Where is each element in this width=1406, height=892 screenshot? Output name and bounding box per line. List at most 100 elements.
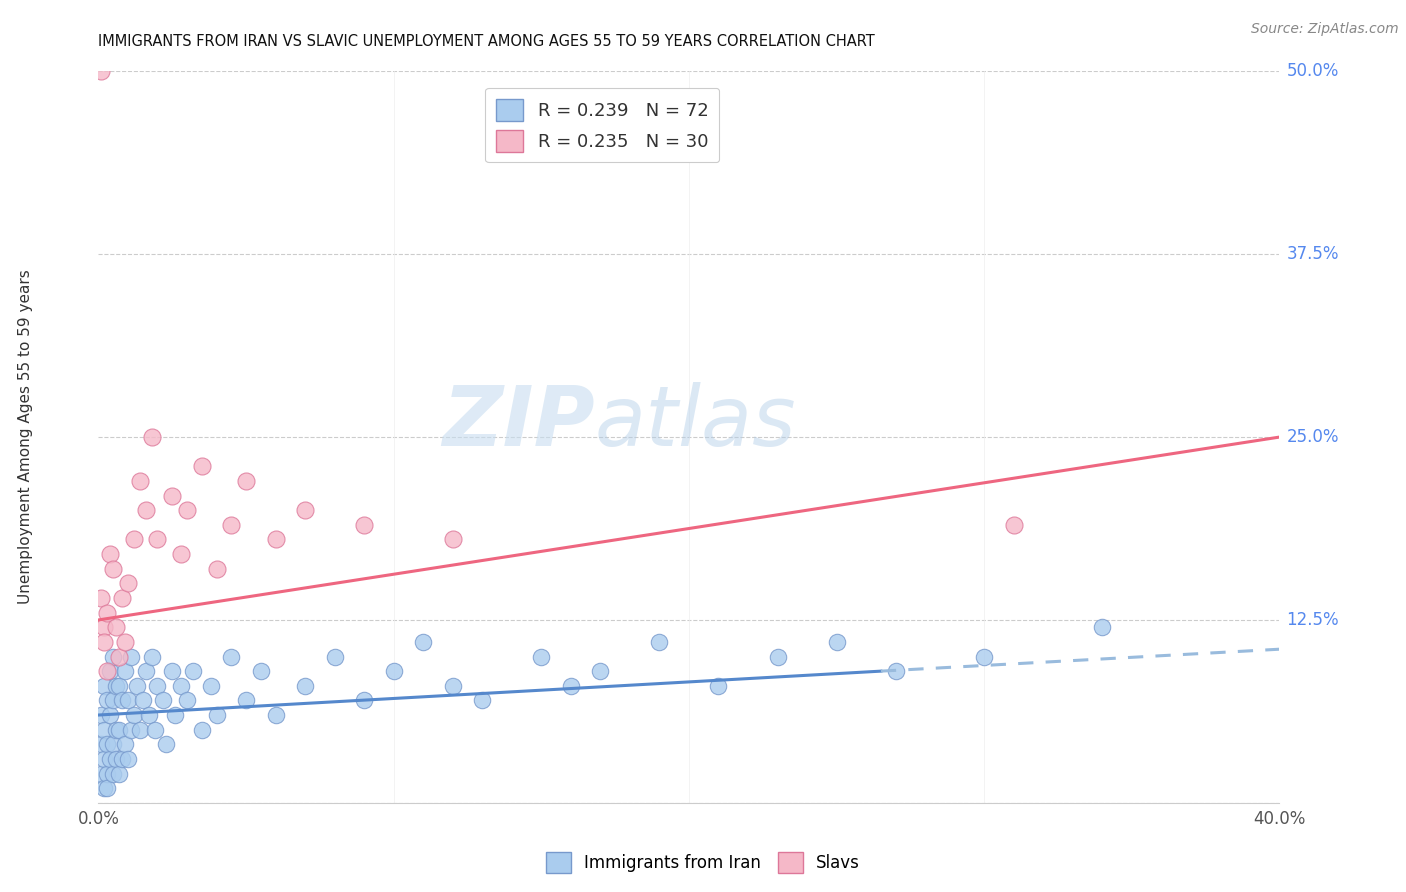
- Point: [191, 459, 214, 474]
- Point: [235, 474, 257, 488]
- Point: [93, 723, 115, 737]
- Point: [96, 737, 118, 751]
- Point: [884, 664, 907, 678]
- Point: [323, 649, 346, 664]
- Point: [235, 693, 257, 707]
- Point: [219, 517, 242, 532]
- Point: [135, 664, 157, 678]
- Point: [138, 708, 160, 723]
- Point: [162, 489, 183, 503]
- Point: [219, 649, 242, 664]
- Point: [105, 752, 128, 766]
- Point: [128, 723, 150, 737]
- Point: [114, 635, 136, 649]
- Point: [108, 766, 131, 780]
- Point: [353, 517, 375, 532]
- Point: [441, 679, 464, 693]
- Point: [132, 693, 155, 707]
- Point: [825, 635, 848, 649]
- Point: [141, 430, 163, 444]
- Legend: Immigrants from Iran, Slavs: Immigrants from Iran, Slavs: [540, 846, 866, 880]
- Point: [108, 649, 131, 664]
- Point: [120, 649, 142, 664]
- Point: [93, 752, 115, 766]
- Point: [108, 679, 131, 693]
- Text: IMMIGRANTS FROM IRAN VS SLAVIC UNEMPLOYMENT AMONG AGES 55 TO 59 YEARS CORRELATIO: IMMIGRANTS FROM IRAN VS SLAVIC UNEMPLOYM…: [98, 34, 875, 49]
- Point: [707, 679, 730, 693]
- Point: [471, 693, 494, 707]
- Point: [105, 620, 128, 634]
- Point: [181, 664, 204, 678]
- Point: [264, 533, 287, 547]
- Point: [165, 708, 187, 723]
- Point: [412, 635, 434, 649]
- Point: [1002, 517, 1025, 532]
- Point: [98, 547, 121, 561]
- Point: [560, 679, 582, 693]
- Text: 50.0%: 50.0%: [1286, 62, 1339, 80]
- Point: [90, 737, 112, 751]
- Point: [141, 649, 163, 664]
- Point: [205, 708, 228, 723]
- Point: [117, 752, 139, 766]
- Point: [111, 752, 134, 766]
- Point: [111, 591, 134, 605]
- Point: [264, 708, 287, 723]
- Point: [125, 679, 148, 693]
- Point: [114, 664, 136, 678]
- Point: [155, 737, 177, 751]
- Point: [382, 664, 405, 678]
- Point: [200, 679, 222, 693]
- Point: [294, 503, 316, 517]
- Point: [973, 649, 995, 664]
- Point: [176, 503, 198, 517]
- Point: [103, 737, 125, 751]
- Point: [90, 591, 112, 605]
- Point: [530, 649, 553, 664]
- Point: [766, 649, 789, 664]
- Point: [143, 723, 166, 737]
- Point: [146, 533, 169, 547]
- Point: [96, 766, 118, 780]
- Point: [96, 781, 118, 796]
- Point: [103, 562, 125, 576]
- Text: Source: ZipAtlas.com: Source: ZipAtlas.com: [1251, 22, 1399, 37]
- Text: 37.5%: 37.5%: [1286, 245, 1339, 263]
- Point: [103, 649, 125, 664]
- Point: [108, 723, 131, 737]
- Point: [111, 693, 134, 707]
- Point: [191, 723, 214, 737]
- Point: [117, 693, 139, 707]
- Point: [93, 781, 115, 796]
- Point: [170, 679, 193, 693]
- Point: [250, 664, 273, 678]
- Point: [146, 679, 169, 693]
- Point: [103, 766, 125, 780]
- Point: [93, 679, 115, 693]
- Point: [96, 606, 118, 620]
- Point: [122, 533, 145, 547]
- Point: [122, 708, 145, 723]
- Point: [205, 562, 228, 576]
- Point: [162, 664, 183, 678]
- Point: [120, 723, 142, 737]
- Point: [90, 64, 112, 78]
- Point: [114, 737, 136, 751]
- Text: ZIP: ZIP: [441, 382, 595, 463]
- Point: [117, 576, 139, 591]
- Legend: R = 0.239   N = 72, R = 0.235   N = 30: R = 0.239 N = 72, R = 0.235 N = 30: [485, 87, 720, 162]
- Point: [128, 474, 150, 488]
- Text: 12.5%: 12.5%: [1286, 611, 1339, 629]
- Point: [90, 766, 112, 780]
- Point: [96, 693, 118, 707]
- Point: [152, 693, 174, 707]
- Point: [105, 679, 128, 693]
- Point: [294, 679, 316, 693]
- Point: [98, 664, 121, 678]
- Point: [648, 635, 671, 649]
- Point: [103, 693, 125, 707]
- Point: [1091, 620, 1114, 634]
- Point: [98, 708, 121, 723]
- Point: [135, 503, 157, 517]
- Text: atlas: atlas: [595, 382, 796, 463]
